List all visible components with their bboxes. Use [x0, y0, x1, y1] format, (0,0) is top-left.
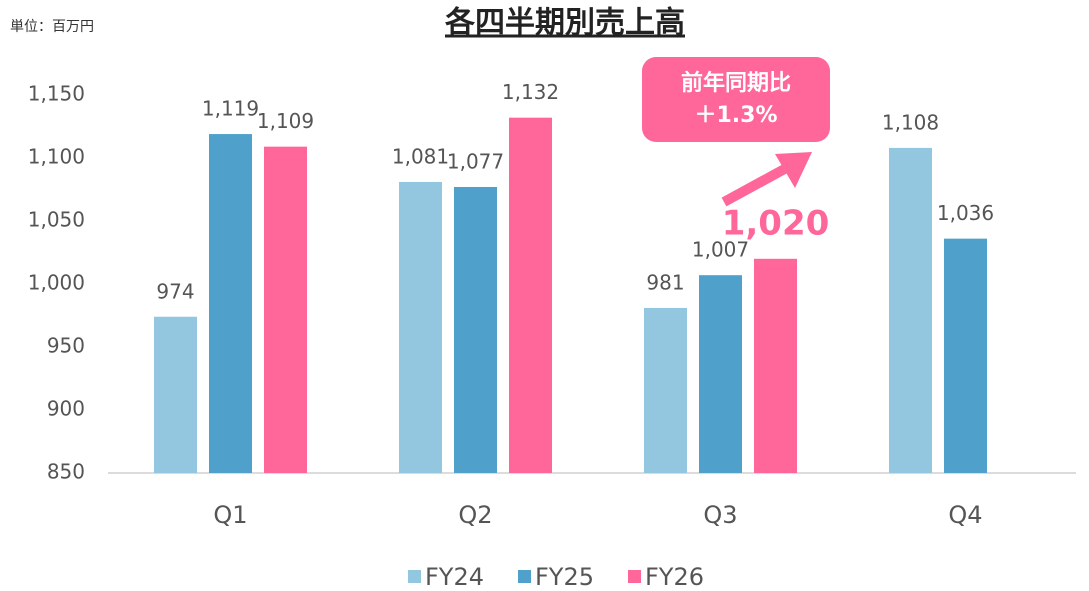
value-label: 1,108 [882, 110, 939, 134]
callout-title: 前年同期比 [681, 70, 791, 96]
bar [209, 134, 252, 473]
y-tick-label: 900 [47, 397, 85, 421]
value-label: 1,007 [692, 238, 749, 262]
bar [509, 117, 552, 474]
bar [399, 181, 442, 473]
value-label: 974 [156, 279, 194, 303]
callout-arrow [721, 161, 793, 207]
value-label: 1,036 [937, 201, 994, 225]
y-tick-label: 850 [47, 460, 85, 484]
value-label: 1,077 [447, 149, 504, 173]
value-label: 1,081 [392, 144, 449, 168]
x-tick-label: Q3 [703, 501, 737, 529]
legend-swatch [628, 570, 641, 583]
unit-note: 単位：百万円 [10, 19, 94, 35]
value-label: 981 [646, 270, 684, 294]
legend-swatch [518, 570, 531, 583]
bar [644, 307, 687, 473]
bar [889, 147, 932, 474]
callout-arrow-head [775, 152, 812, 188]
legend-label: FY24 [425, 563, 484, 591]
legend-label: FY25 [535, 563, 594, 591]
value-label: 1,132 [502, 80, 559, 104]
x-tick-label: Q4 [948, 501, 982, 529]
y-tick-label: 950 [47, 334, 85, 358]
value-label: 1,020 [722, 203, 830, 243]
chart-title: 各四半期別売上高 [444, 6, 685, 41]
y-tick-label: 1,100 [28, 145, 85, 169]
bar [154, 316, 197, 473]
x-tick-label: Q1 [213, 501, 247, 529]
y-tick-label: 1,050 [28, 208, 85, 232]
bar [699, 275, 742, 473]
x-tick-label: Q2 [458, 501, 492, 529]
bar [944, 238, 987, 473]
legend-swatch [408, 570, 421, 583]
bar [754, 258, 797, 473]
callout-text: ＋1.3% [694, 103, 777, 128]
y-tick-label: 1,150 [28, 82, 85, 106]
value-label: 1,109 [257, 109, 314, 133]
callout-box [642, 57, 830, 142]
legend-label: FY26 [645, 563, 704, 591]
value-label: 1,119 [202, 97, 259, 121]
bar [454, 186, 497, 474]
bar [264, 146, 307, 473]
y-tick-label: 1,000 [28, 271, 85, 295]
